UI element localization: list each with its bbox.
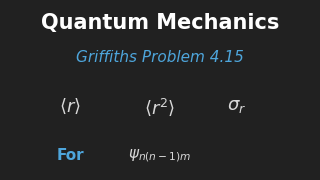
- Text: $\langle r \rangle$: $\langle r \rangle$: [60, 97, 81, 116]
- Text: $\sigma_r$: $\sigma_r$: [227, 97, 246, 115]
- Text: $\langle r^2 \rangle$: $\langle r^2 \rangle$: [144, 97, 176, 118]
- Text: Griffiths Problem 4.15: Griffiths Problem 4.15: [76, 50, 244, 65]
- Text: For: For: [57, 148, 84, 163]
- Text: $\psi_{n(n-1)m}$: $\psi_{n(n-1)m}$: [128, 148, 192, 164]
- Text: Quantum Mechanics: Quantum Mechanics: [41, 13, 279, 33]
